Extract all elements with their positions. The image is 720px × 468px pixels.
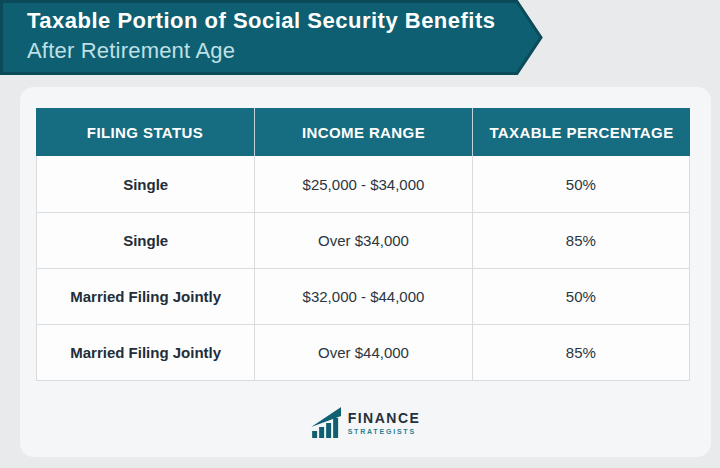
column-header-filing-status: FILING STATUS (36, 108, 254, 156)
cell-taxable-percentage: 85% (472, 213, 689, 268)
logo-tagline: STRATEGISTS (348, 428, 421, 435)
content-card: FILING STATUS INCOME RANGE TAXABLE PERCE… (20, 87, 711, 457)
table-row: Married Filing Jointly $32,000 - $44,000… (37, 268, 689, 324)
cell-taxable-percentage: 50% (472, 156, 689, 212)
table-body: Single $25,000 - $34,000 50% Single Over… (36, 156, 690, 381)
cell-income-range: Over $34,000 (254, 213, 471, 268)
page-subtitle: After Retirement Age (27, 38, 235, 64)
page-title: Taxable Portion of Social Security Benef… (27, 8, 496, 34)
cell-filing-status: Single (37, 213, 254, 268)
column-header-taxable-percentage: TAXABLE PERCENTAGE (472, 108, 690, 156)
table-row: Single Over $34,000 85% (37, 212, 689, 268)
benefits-table: FILING STATUS INCOME RANGE TAXABLE PERCE… (36, 108, 690, 381)
cell-filing-status: Single (37, 156, 254, 212)
cell-income-range: Over $44,000 (254, 325, 471, 380)
title-banner: Taxable Portion of Social Security Benef… (0, 0, 545, 75)
cell-income-range: $32,000 - $44,000 (254, 269, 471, 324)
cell-taxable-percentage: 85% (472, 325, 689, 380)
table-header-row: FILING STATUS INCOME RANGE TAXABLE PERCE… (36, 108, 690, 156)
column-header-income-range: INCOME RANGE (254, 108, 472, 156)
table-row: Married Filing Jointly Over $44,000 85% (37, 324, 689, 380)
growth-chart-icon (311, 406, 341, 438)
table-row: Single $25,000 - $34,000 50% (37, 156, 689, 212)
logo-name: FINANCE (348, 410, 421, 426)
cell-income-range: $25,000 - $34,000 (254, 156, 471, 212)
cell-taxable-percentage: 50% (472, 269, 689, 324)
cell-filing-status: Married Filing Jointly (37, 269, 254, 324)
finance-strategists-logo: FINANCE STRATEGISTS (311, 406, 421, 438)
cell-filing-status: Married Filing Jointly (37, 325, 254, 380)
